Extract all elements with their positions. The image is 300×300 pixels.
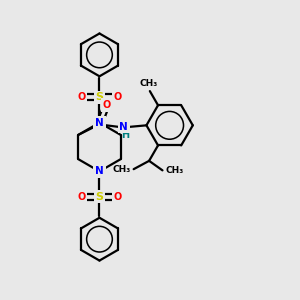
- Text: N: N: [119, 122, 128, 132]
- Text: H: H: [121, 130, 129, 140]
- Text: S: S: [95, 92, 104, 102]
- Text: N: N: [95, 167, 104, 176]
- Text: O: O: [77, 92, 86, 102]
- Text: O: O: [77, 192, 86, 202]
- Text: O: O: [113, 192, 122, 202]
- Text: N: N: [95, 118, 104, 128]
- Text: O: O: [113, 92, 122, 102]
- Text: O: O: [103, 100, 111, 110]
- Text: S: S: [95, 192, 104, 202]
- Text: CH₃: CH₃: [166, 166, 184, 175]
- Text: CH₃: CH₃: [112, 165, 131, 174]
- Text: CH₃: CH₃: [139, 79, 158, 88]
